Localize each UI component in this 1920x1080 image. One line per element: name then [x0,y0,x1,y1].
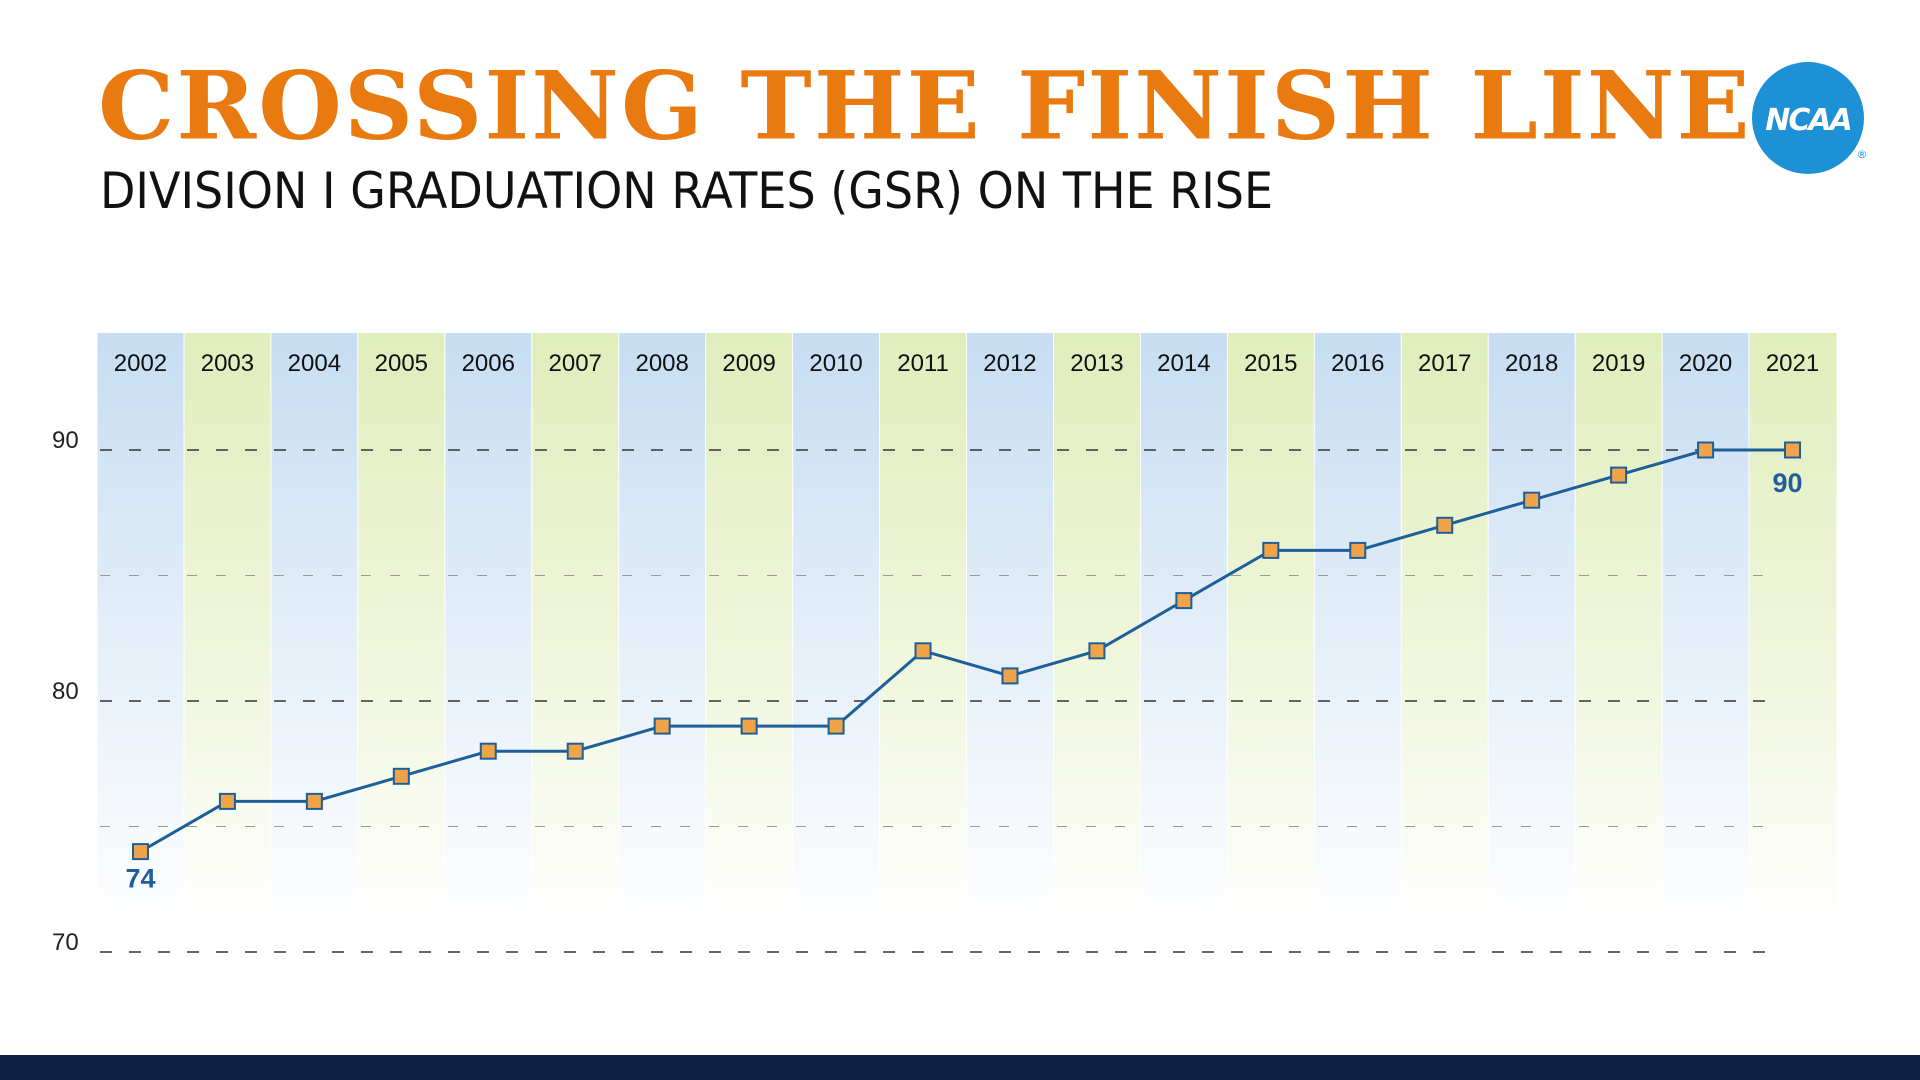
data-label-2002: 74 [125,864,155,894]
data-point-2018 [1523,491,1541,509]
column-band-2011 [879,333,967,930]
x-tick-label-2008: 2008 [635,350,688,377]
column-band-2010 [792,333,881,930]
column-band-2009 [705,333,794,930]
data-point-2020 [1697,441,1715,459]
column-band-2019 [1575,333,1663,930]
data-point-2021 [1784,441,1802,459]
data-point-2016 [1349,541,1367,559]
ncaa-logo-icon: NCAA ® [1752,62,1868,174]
x-tick-label-2005: 2005 [375,350,428,377]
page-title: CROSSING THE FINISH LINE [98,50,1752,161]
data-point-2003 [218,792,236,810]
data-point-2014 [1175,592,1193,610]
x-tick-label-2020: 2020 [1679,350,1732,377]
data-point-2019 [1610,466,1628,484]
data-point-2006 [479,742,497,760]
data-point-2004 [305,792,323,810]
x-tick-label-2010: 2010 [809,350,862,377]
x-tick-label-2019: 2019 [1592,350,1645,377]
column-band-2012 [966,333,1054,930]
y-tick-label: 90 [52,427,79,454]
column-band-2018 [1488,333,1576,930]
column-band-2002 [97,333,185,930]
column-band-2004 [270,333,359,930]
x-tick-label-2004: 2004 [288,350,341,377]
data-point-2011 [914,642,932,660]
y-tick-label: 70 [52,929,79,956]
x-tick-label-2003: 2003 [201,350,254,377]
data-point-2005 [392,767,410,785]
data-point-2009 [740,717,758,735]
footer-bar [0,1055,1920,1080]
column-band-2016 [1314,333,1402,930]
column-band-2020 [1662,333,1750,930]
page-subtitle: DIVISION I GRADUATION RATES (GSR) ON THE… [100,162,1274,220]
column-band-2003 [183,333,272,930]
x-tick-label-2016: 2016 [1331,350,1384,377]
data-point-2002 [131,843,149,861]
column-band-2013 [1053,333,1141,930]
data-point-2010 [827,717,845,735]
ncaa-logo-text: NCAA [1765,103,1851,138]
data-point-2015 [1262,541,1280,559]
ncaa-logo-registered: ® [1857,148,1868,161]
x-tick-label-2011: 2011 [897,350,949,377]
x-tick-label-2007: 2007 [549,350,602,377]
x-tick-label-2009: 2009 [722,350,775,377]
data-point-2013 [1088,642,1106,660]
x-tick-label-2012: 2012 [983,350,1036,377]
column-band-2017 [1401,333,1489,930]
data-point-2008 [653,717,671,735]
data-label-2021: 90 [1773,468,1803,498]
column-band-2007 [531,333,620,930]
x-tick-label-2018: 2018 [1505,350,1558,377]
y-tick-label: 80 [52,678,79,705]
column-band-2021 [1749,333,1837,930]
x-tick-label-2015: 2015 [1244,350,1297,377]
x-tick-label-2021: 2021 [1766,350,1819,377]
data-point-2012 [1001,667,1019,685]
data-point-2007 [566,742,584,760]
column-band-2014 [1140,333,1228,930]
x-tick-label-2013: 2013 [1070,350,1123,377]
ncaa-logo-circle [1752,62,1864,174]
column-band-2008 [618,333,707,930]
x-tick-label-2014: 2014 [1157,350,1210,377]
column-band-2005 [357,333,446,930]
column-band-2006 [444,333,533,930]
x-tick-label-2002: 2002 [114,350,167,377]
column-band-2015 [1227,333,1315,930]
x-tick-label-2006: 2006 [462,350,515,377]
data-point-2017 [1436,516,1454,534]
x-tick-label-2017: 2017 [1418,350,1471,377]
series-line [139,448,1793,853]
